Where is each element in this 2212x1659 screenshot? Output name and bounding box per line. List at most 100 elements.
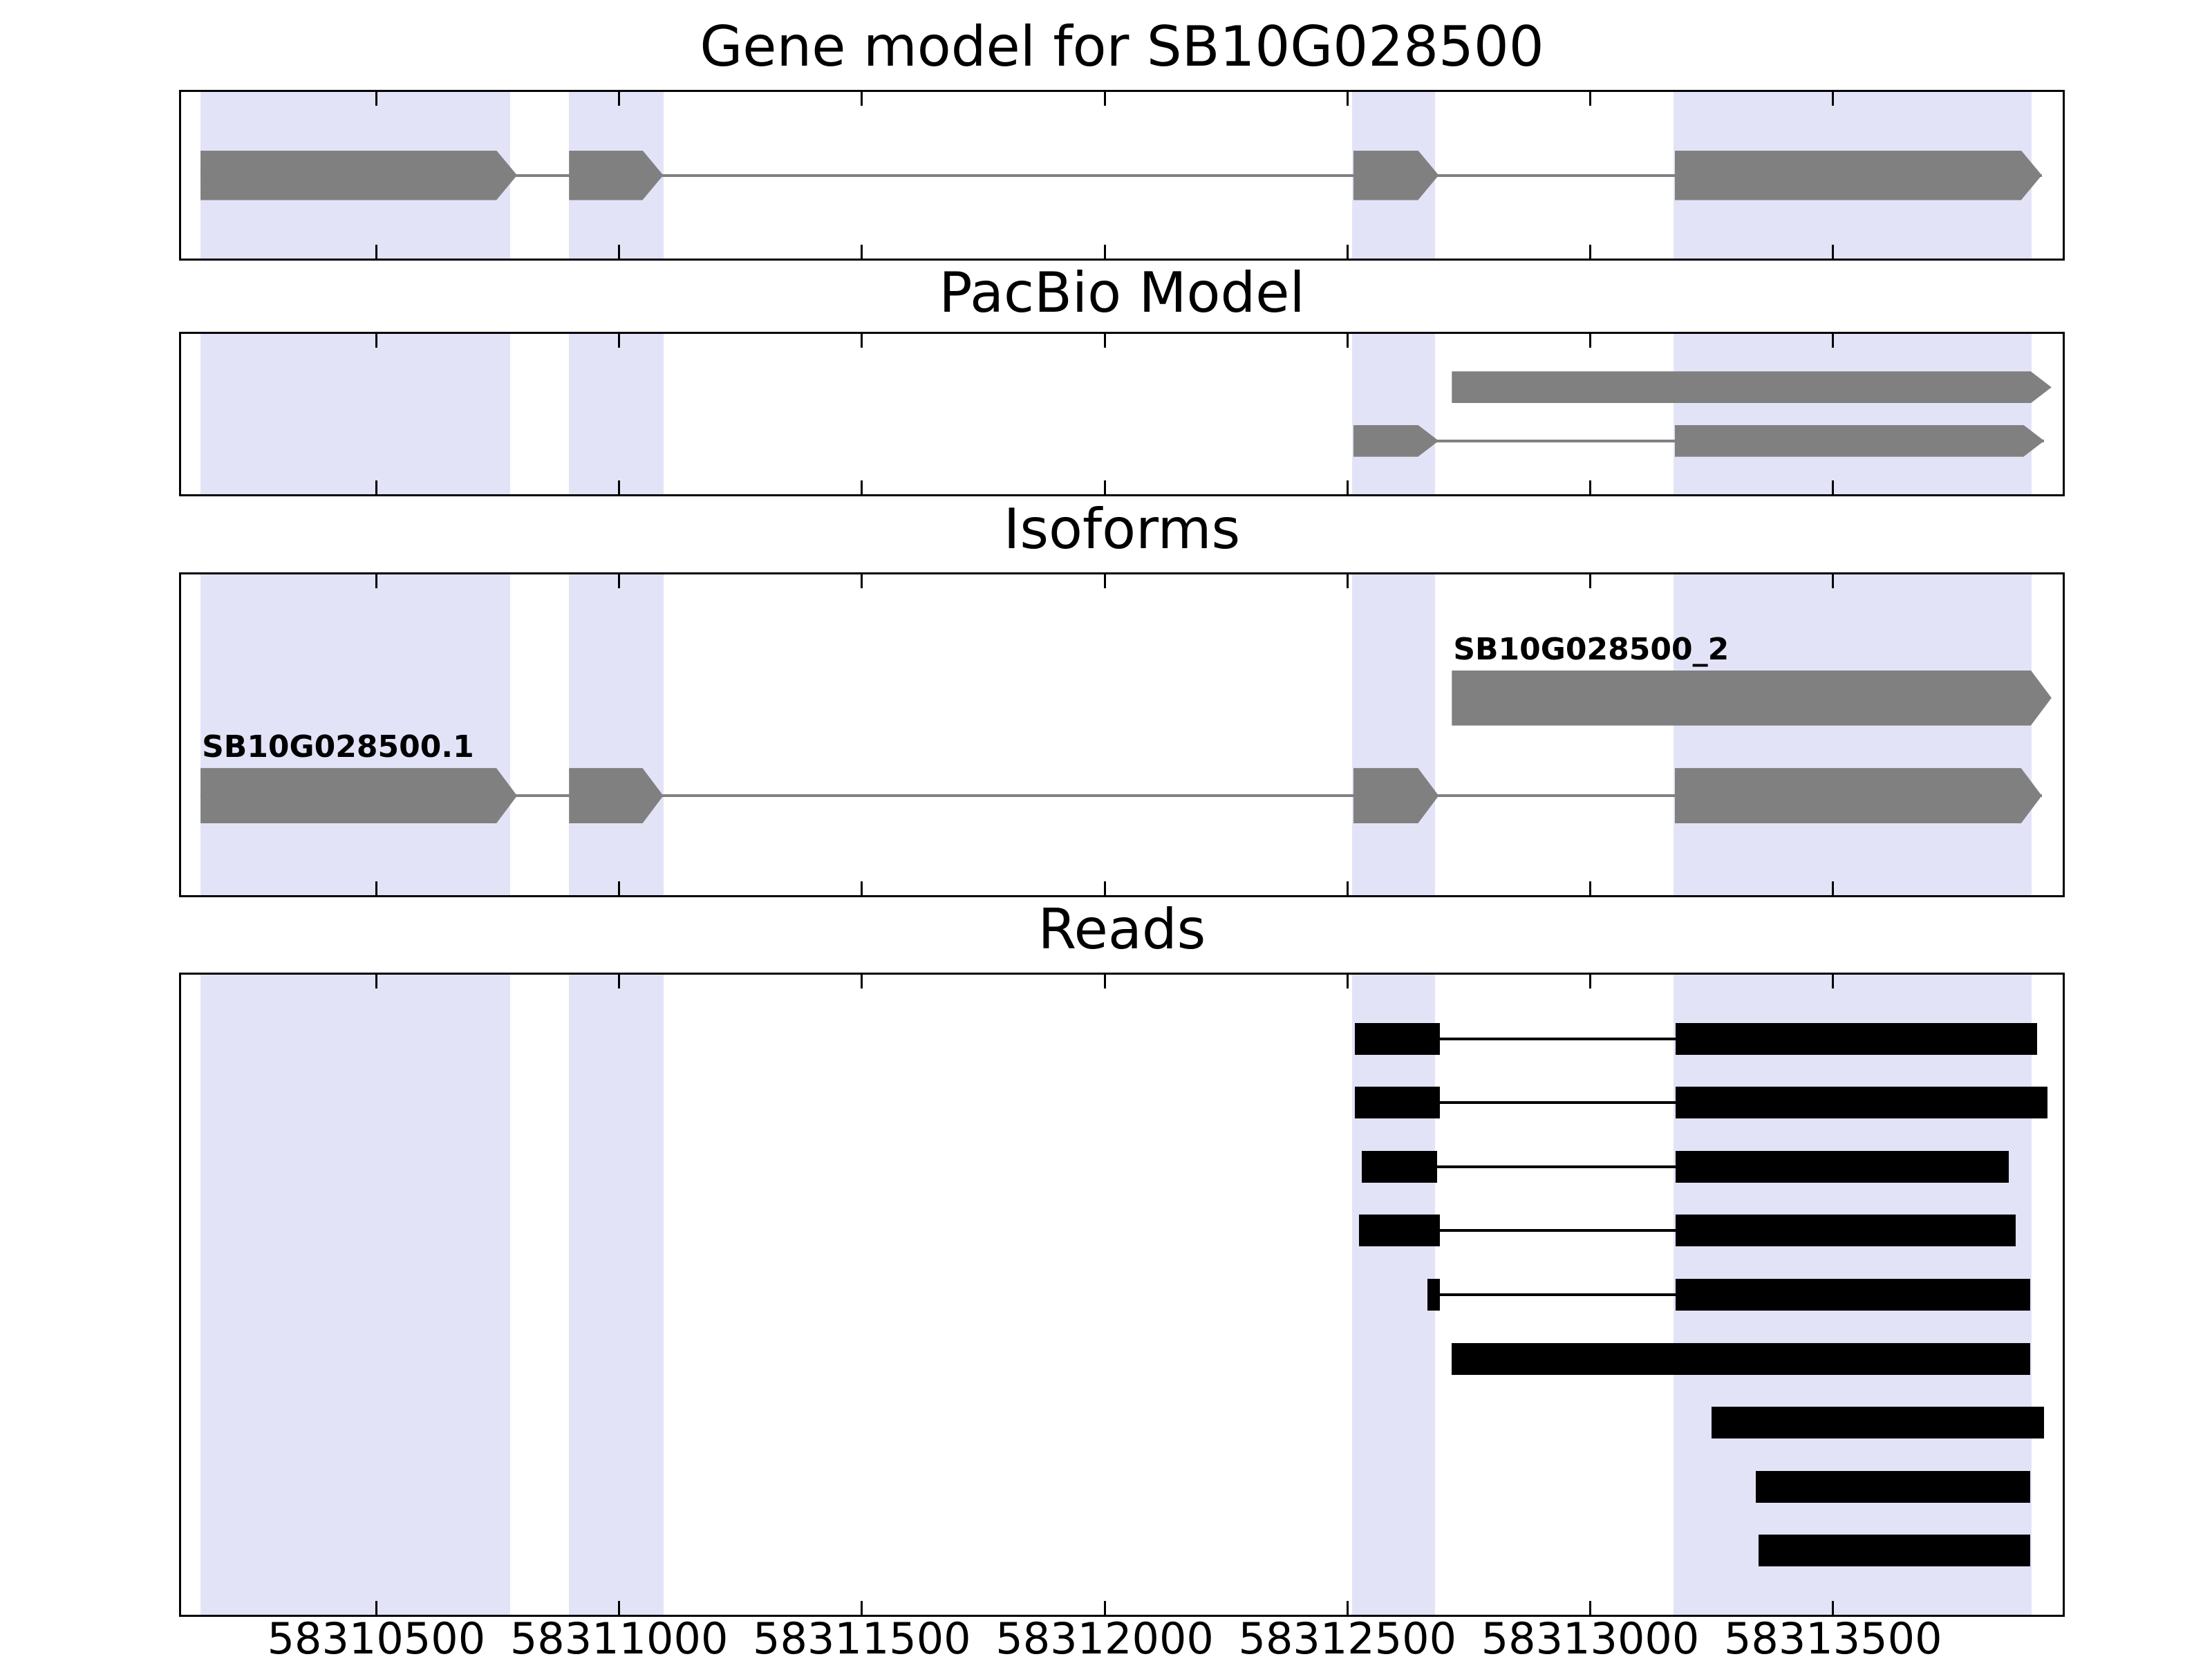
x-tick-mark xyxy=(1103,480,1106,494)
read-block xyxy=(1354,1087,1441,1119)
read-block xyxy=(1359,1215,1441,1247)
highlight-band xyxy=(200,975,511,1615)
x-tick-mark xyxy=(1832,574,1835,588)
x-tick-mark xyxy=(1832,245,1835,259)
read-block xyxy=(1676,1022,2037,1055)
x-tick-mark xyxy=(618,574,621,588)
exon-block xyxy=(200,768,517,823)
x-tick-mark xyxy=(1103,1601,1106,1615)
read-block xyxy=(1756,1470,2030,1503)
intron-line xyxy=(200,794,2042,798)
isoform-label: SB10G028500.1 xyxy=(202,729,474,765)
highlight-band xyxy=(1673,574,2032,895)
exon-block xyxy=(200,151,517,200)
highlight-band xyxy=(1351,975,1435,1615)
x-tick-mark xyxy=(861,574,863,588)
highlight-band xyxy=(200,334,511,494)
x-tick-mark xyxy=(1832,334,1835,348)
highlight-band xyxy=(569,574,664,895)
x-axis-tick-labels: 58310500 58311000 58311500 58312000 58312500… xyxy=(181,1618,2063,1659)
isoform-label: SB10G028500_2 xyxy=(1453,631,1730,667)
x-axis-tick-label: 58312000 xyxy=(995,1613,1214,1659)
x-tick-mark xyxy=(618,480,621,494)
read-block xyxy=(1452,1342,2030,1375)
x-tick-mark xyxy=(375,881,377,895)
x-tick-mark xyxy=(618,334,621,348)
x-tick-mark xyxy=(375,1601,377,1615)
x-tick-mark xyxy=(1346,92,1349,106)
x-tick-mark xyxy=(1103,245,1106,259)
x-tick-mark xyxy=(375,975,377,988)
x-tick-mark xyxy=(1589,881,1591,895)
x-tick-mark xyxy=(1589,574,1591,588)
x-axis-tick-label: 58311000 xyxy=(509,1613,729,1659)
panel-reads xyxy=(179,973,2065,1617)
read-block xyxy=(1676,1215,2016,1247)
x-tick-mark xyxy=(1103,334,1106,348)
read-block xyxy=(1361,1150,1438,1183)
x-tick-mark xyxy=(375,334,377,348)
read-block xyxy=(1427,1279,1441,1311)
x-tick-mark xyxy=(1589,480,1591,494)
panel-title-pacbio-model: PacBio Model xyxy=(939,261,1305,325)
x-tick-mark xyxy=(1346,881,1349,895)
highlight-band xyxy=(1351,334,1435,494)
read-block xyxy=(1676,1150,2009,1183)
exon-block xyxy=(1452,671,2052,726)
panel-gene-model xyxy=(179,90,2065,261)
x-axis-tick-label: 58311500 xyxy=(753,1613,971,1659)
x-tick-mark xyxy=(861,92,863,106)
x-tick-mark xyxy=(1832,92,1835,106)
x-tick-mark xyxy=(1346,975,1349,988)
x-tick-mark xyxy=(1832,480,1835,494)
highlight-band xyxy=(1351,574,1435,895)
x-tick-mark xyxy=(1103,574,1106,588)
x-tick-mark xyxy=(861,1601,863,1615)
x-tick-mark xyxy=(618,92,621,106)
x-tick-mark xyxy=(1832,975,1835,988)
x-tick-mark xyxy=(1832,881,1835,895)
x-tick-mark xyxy=(1832,1601,1835,1615)
x-tick-mark xyxy=(618,881,621,895)
x-axis-tick-label: 58312500 xyxy=(1238,1613,1457,1659)
x-tick-mark xyxy=(1589,334,1591,348)
panel-isoforms: SB10G028500_2 SB10G028500.1 xyxy=(179,572,2065,897)
x-tick-mark xyxy=(1346,574,1349,588)
x-axis-tick-label: 58310500 xyxy=(267,1613,486,1659)
x-tick-mark xyxy=(1346,1601,1349,1615)
x-tick-mark xyxy=(861,881,863,895)
read-block xyxy=(1759,1535,2030,1567)
intron-line xyxy=(200,174,2042,177)
highlight-band xyxy=(1673,334,2032,494)
x-tick-mark xyxy=(1103,881,1106,895)
exon-block xyxy=(569,151,663,200)
panel-pacbio-model xyxy=(179,332,2065,496)
x-tick-mark xyxy=(375,480,377,494)
x-tick-mark xyxy=(1346,480,1349,494)
exon-block xyxy=(1675,425,2045,457)
x-tick-mark xyxy=(1103,92,1106,106)
x-tick-mark xyxy=(1589,975,1591,988)
x-tick-mark xyxy=(375,245,377,259)
exon-block xyxy=(1675,151,2042,200)
x-tick-mark xyxy=(861,245,863,259)
panel-title-gene-model: Gene model for SB10G028500 xyxy=(700,15,1544,79)
x-tick-mark xyxy=(618,1601,621,1615)
x-tick-mark xyxy=(1589,92,1591,106)
exon-block xyxy=(1353,425,1439,457)
highlight-band xyxy=(200,574,511,895)
x-axis-tick-label: 58313000 xyxy=(1481,1613,1700,1659)
x-tick-mark xyxy=(861,975,863,988)
exon-block xyxy=(1353,768,1439,823)
x-tick-mark xyxy=(618,245,621,259)
x-tick-mark xyxy=(1346,334,1349,348)
exon-block xyxy=(1353,151,1439,200)
x-tick-mark xyxy=(1103,975,1106,988)
x-axis-tick-label: 58313500 xyxy=(1723,1613,1942,1659)
highlight-band xyxy=(569,334,664,494)
read-block xyxy=(1676,1279,2030,1311)
x-tick-mark xyxy=(861,334,863,348)
x-tick-mark xyxy=(1346,245,1349,259)
read-block xyxy=(1354,1022,1441,1055)
